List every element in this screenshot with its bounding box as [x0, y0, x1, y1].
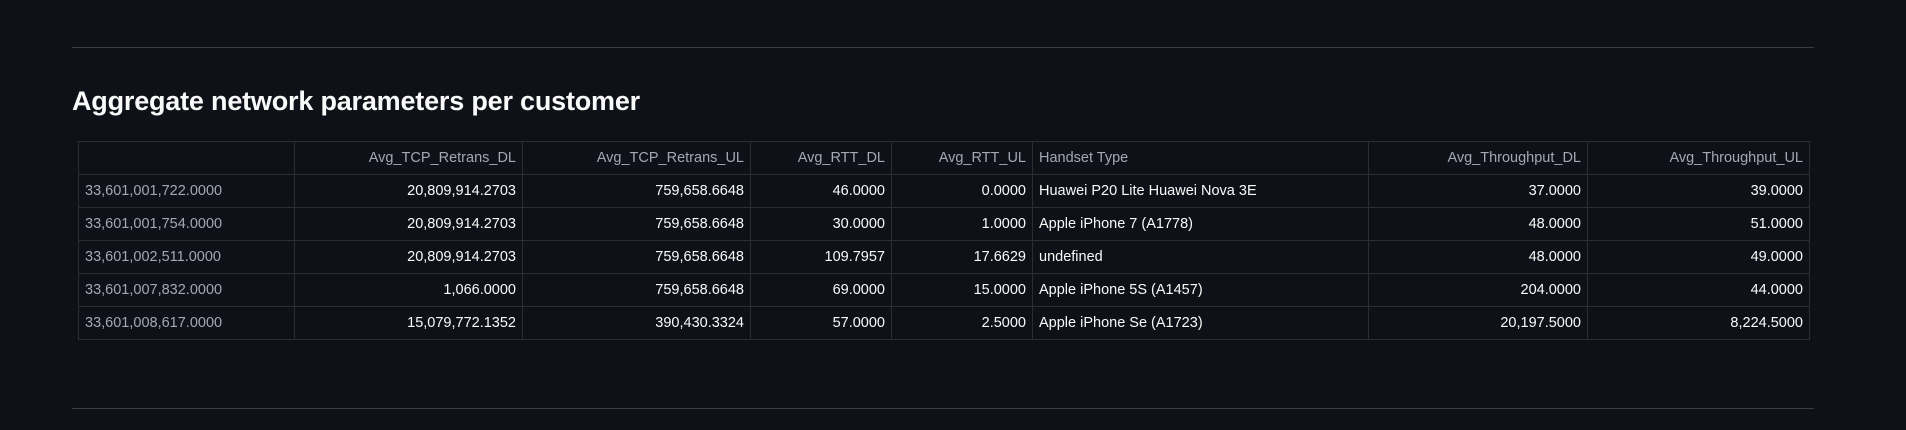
index-column-header[interactable]	[78, 141, 295, 175]
column-header-avg-rtt-dl[interactable]: Avg_RTT_DL	[750, 141, 892, 175]
table-cell[interactable]: 390,430.3324	[522, 306, 751, 340]
column-header-avg-rtt-ul[interactable]: Avg_RTT_UL	[891, 141, 1033, 175]
bottom-divider	[72, 408, 1814, 409]
table-cell[interactable]: Huawei P20 Lite Huawei Nova 3E	[1032, 174, 1369, 208]
table-cell[interactable]: 0.0000	[891, 174, 1033, 208]
table-cell[interactable]: 17.6629	[891, 240, 1033, 274]
table-cell[interactable]: 20,197.5000	[1368, 306, 1588, 340]
table-cell[interactable]: 1.0000	[891, 207, 1033, 241]
table-cell[interactable]: 109.7957	[750, 240, 892, 274]
table-cell[interactable]: Apple iPhone 5S (A1457)	[1032, 273, 1369, 307]
table-cell[interactable]: 39.0000	[1587, 174, 1810, 208]
table-cell[interactable]: 49.0000	[1587, 240, 1810, 274]
table-cell[interactable]: 759,658.6648	[522, 273, 751, 307]
table-cell[interactable]: 204.0000	[1368, 273, 1588, 307]
table-row: 33,601,001,722.0000 20,809,914.2703 759,…	[78, 174, 1810, 208]
row-index[interactable]: 33,601,002,511.0000	[78, 240, 295, 274]
top-divider	[72, 47, 1814, 48]
column-header-avg-throughput-ul[interactable]: Avg_Throughput_UL	[1587, 141, 1810, 175]
column-header-avg-throughput-dl[interactable]: Avg_Throughput_DL	[1368, 141, 1588, 175]
table-cell[interactable]: 48.0000	[1368, 240, 1588, 274]
page-scrollbar[interactable]	[1896, 0, 1906, 430]
table-cell[interactable]: 37.0000	[1368, 174, 1588, 208]
table-cell[interactable]: Apple iPhone Se (A1723)	[1032, 306, 1369, 340]
table-cell[interactable]: 759,658.6648	[522, 240, 751, 274]
table-row: 33,601,001,754.0000 20,809,914.2703 759,…	[78, 207, 1810, 241]
column-header-avg-tcp-retrans-dl[interactable]: Avg_TCP_Retrans_DL	[294, 141, 523, 175]
table-row: 33,601,008,617.0000 15,079,772.1352 390,…	[78, 306, 1810, 340]
table-cell[interactable]: 20,809,914.2703	[294, 174, 523, 208]
section-title: Aggregate network parameters per custome…	[72, 86, 640, 116]
row-index[interactable]: 33,601,008,617.0000	[78, 306, 295, 340]
column-header-handset-type[interactable]: Handset Type	[1032, 141, 1369, 175]
table-cell[interactable]: 57.0000	[750, 306, 892, 340]
row-index[interactable]: 33,601,001,722.0000	[78, 174, 295, 208]
table-cell[interactable]: 51.0000	[1587, 207, 1810, 241]
table-cell[interactable]: 1,066.0000	[294, 273, 523, 307]
table-row: 33,601,007,832.0000 1,066.0000 759,658.6…	[78, 273, 1810, 307]
table-cell[interactable]: 8,224.5000	[1587, 306, 1810, 340]
table-cell[interactable]: 69.0000	[750, 273, 892, 307]
table-cell[interactable]: 15.0000	[891, 273, 1033, 307]
column-header-avg-tcp-retrans-ul[interactable]: Avg_TCP_Retrans_UL	[522, 141, 751, 175]
dataframe[interactable]: Avg_TCP_Retrans_DL Avg_TCP_Retrans_UL Av…	[78, 141, 1810, 340]
table-cell[interactable]: 46.0000	[750, 174, 892, 208]
table-cell[interactable]: 48.0000	[1368, 207, 1588, 241]
table-cell[interactable]: 20,809,914.2703	[294, 240, 523, 274]
table-cell[interactable]: 759,658.6648	[522, 174, 751, 208]
table-cell[interactable]: 44.0000	[1587, 273, 1810, 307]
table-cell[interactable]: undefined	[1032, 240, 1369, 274]
table-cell[interactable]: 2.5000	[891, 306, 1033, 340]
table-row: 33,601,002,511.0000 20,809,914.2703 759,…	[78, 240, 1810, 274]
row-index[interactable]: 33,601,007,832.0000	[78, 273, 295, 307]
header-row: Avg_TCP_Retrans_DL Avg_TCP_Retrans_UL Av…	[78, 141, 1810, 175]
table-cell[interactable]: Apple iPhone 7 (A1778)	[1032, 207, 1369, 241]
table-cell[interactable]: 30.0000	[750, 207, 892, 241]
row-index[interactable]: 33,601,001,754.0000	[78, 207, 295, 241]
table-cell[interactable]: 20,809,914.2703	[294, 207, 523, 241]
table-cell[interactable]: 759,658.6648	[522, 207, 751, 241]
table-cell[interactable]: 15,079,772.1352	[294, 306, 523, 340]
data-table: Avg_TCP_Retrans_DL Avg_TCP_Retrans_UL Av…	[78, 141, 1810, 340]
